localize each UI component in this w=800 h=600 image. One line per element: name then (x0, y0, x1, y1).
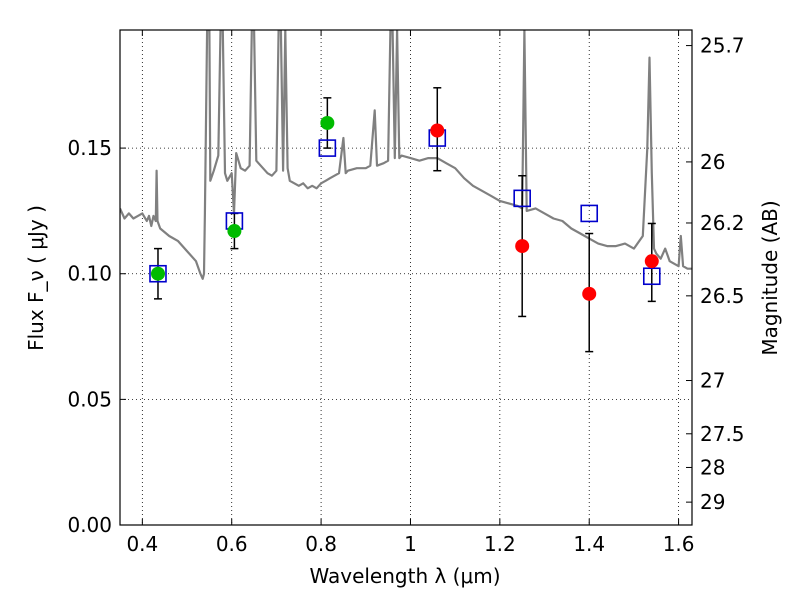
axis-ticks: 0.4 0.6 0.8 1 1.2 1.4 1.6 0.00 0.05 0.10 0.15 25.7 2… (67, 30, 745, 556)
x-tick-label: 1.6 (663, 532, 695, 556)
observed-flux-point (320, 115, 335, 130)
plot-layer (120, 30, 692, 353)
x-tick-label: 0.8 (305, 532, 337, 556)
y2-tick-label: 26.5 (700, 284, 745, 308)
plot-frame (119, 29, 693, 526)
y2-tick-label: 26.2 (700, 211, 745, 235)
x-tick-label: 1 (404, 532, 417, 556)
observed-flux-point (150, 266, 165, 281)
y2-axis-label: Magnitude (AB) (758, 200, 782, 355)
y-axis-label: Flux F_ν ( μJy ) (24, 205, 48, 351)
y-tick-label: 0.10 (67, 262, 112, 286)
observed-flux-point (227, 224, 242, 239)
x-tick-label: 1.4 (573, 532, 605, 556)
y2-tick-label: 27 (700, 369, 725, 393)
model-photometry-square (580, 204, 599, 223)
model-photometry-square (318, 139, 337, 157)
x-tick-label: 0.6 (216, 532, 248, 556)
y2-tick-label: 25.7 (700, 34, 745, 58)
x-tick-label: 0.4 (126, 532, 158, 556)
plot-area (120, 30, 692, 525)
x-tick-label: 1.2 (484, 532, 516, 556)
model-photometry-square (149, 264, 167, 283)
y2-tick-label: 28 (700, 455, 725, 479)
model-photometry-square (642, 267, 661, 286)
y2-tick-label: 29 (700, 490, 725, 514)
y2-tick-label: 27.5 (700, 422, 745, 446)
y2-tick-label: 26 (700, 150, 725, 174)
x-axis-label: Wavelength λ (μm) (309, 564, 500, 588)
observed-flux-point (582, 286, 597, 301)
y-tick-label: 0.05 (67, 387, 112, 411)
model-photometry-square (513, 189, 531, 208)
observed-flux-point (644, 254, 659, 269)
y-tick-label: 0.00 (67, 513, 112, 537)
observed-flux-point (430, 123, 445, 138)
observed-flux-point (515, 239, 530, 254)
y-tick-label: 0.15 (67, 136, 112, 160)
